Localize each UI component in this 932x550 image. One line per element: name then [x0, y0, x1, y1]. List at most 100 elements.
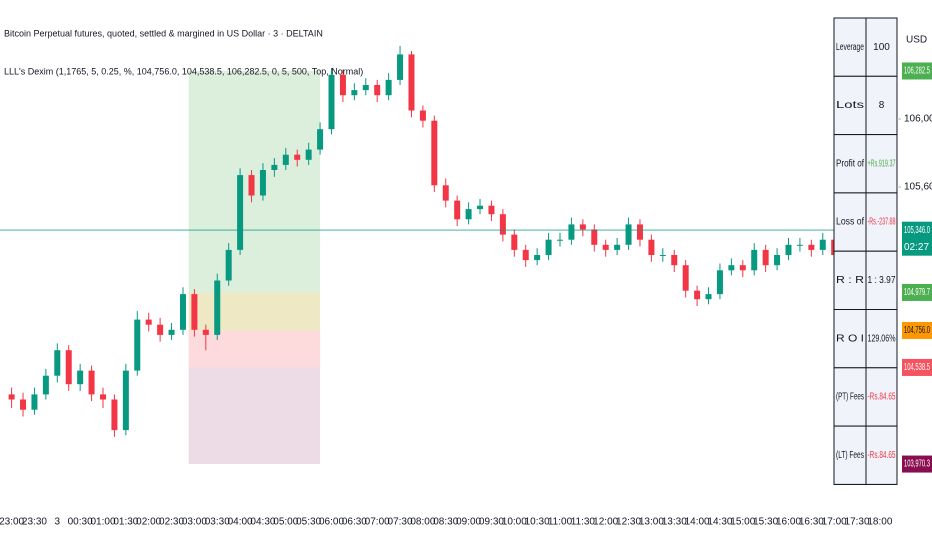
candle-body [728, 265, 735, 271]
y-tick-label: 106,000.0 [904, 114, 932, 125]
table-value: 129.06% [868, 333, 896, 344]
x-tick-label: 13:00 [639, 517, 664, 528]
x-tick-label: 08:30 [433, 517, 458, 528]
x-tick-label: 10:30 [525, 517, 550, 528]
candle-body [614, 244, 621, 250]
x-tick-label: 17:30 [845, 517, 870, 528]
table-label-cell [833, 17, 867, 77]
candle-body [785, 244, 792, 255]
table-label: (LT) Fees [836, 450, 864, 461]
x-tick-label: 09:30 [479, 517, 504, 528]
candle-body [385, 79, 392, 96]
price-label-box [902, 221, 932, 256]
candle-body [808, 244, 815, 250]
x-tick-label: 18:00 [867, 517, 892, 528]
table-value: -Rs.84.65 [868, 392, 896, 403]
chart-subtitle: LLL's Dexim (1,1765, 5, 0.25, %, 104,756… [4, 66, 363, 76]
candle-body [659, 255, 666, 256]
candle-body [282, 154, 289, 165]
candle-body [579, 224, 586, 230]
candle-body [214, 280, 221, 335]
candle-body [488, 205, 495, 215]
table-value-cell [865, 425, 898, 485]
x-tick-label: 05:00 [273, 517, 298, 528]
entry-zone [188, 292, 321, 331]
currency-label: USD [906, 35, 927, 46]
candle-body [20, 399, 27, 410]
candle-body [568, 224, 575, 240]
table-label: R : R [836, 275, 864, 286]
table-value: 1 : 3.97 [868, 275, 896, 286]
candle-body [739, 265, 746, 271]
x-tick-label: 03:00 [182, 517, 207, 528]
candle-body [54, 350, 61, 376]
x-tick-label: 01:00 [90, 517, 115, 528]
candle-body [465, 209, 472, 220]
candle-body [65, 350, 72, 385]
x-tick-label: 12:00 [593, 517, 618, 528]
table-value: 8 [879, 100, 885, 111]
candle-body [557, 239, 563, 241]
table-label: Profit of [836, 158, 864, 169]
x-tick-label: 04:30 [250, 517, 275, 528]
candle-body [100, 394, 106, 400]
loss-zone [188, 330, 321, 368]
candle-body [134, 319, 141, 371]
table-value: -Rs.-237.88 [868, 217, 896, 228]
candle-body [477, 205, 484, 210]
price-label: 104,979.7 [904, 287, 930, 298]
candle-body [408, 54, 415, 111]
candle-body [168, 329, 175, 335]
candle-body [248, 175, 255, 196]
candle-body [636, 224, 643, 240]
table-label-cell [833, 250, 867, 310]
x-tick-label: 14:30 [707, 517, 732, 528]
candle-body [351, 90, 358, 96]
x-tick-label: 17:00 [822, 517, 847, 528]
table-value-cell [865, 309, 898, 369]
price-label-box [902, 358, 932, 376]
x-tick-label: 16:30 [799, 517, 824, 528]
candle-body [625, 224, 632, 245]
candle-body [202, 329, 209, 335]
candle-body [8, 394, 15, 400]
candle-body [157, 324, 164, 335]
candle-body [88, 370, 95, 395]
candle-body [122, 370, 129, 431]
x-tick-label: 05:30 [296, 517, 321, 528]
table-label: (PT) Fees [836, 392, 864, 403]
candle-body [705, 294, 712, 300]
candle-body [602, 244, 609, 250]
candle-body [42, 375, 49, 395]
x-tick-label: 08:00 [410, 517, 435, 528]
table-value: -Rs.84.65 [868, 450, 896, 461]
x-tick-label: 10:00 [502, 517, 527, 528]
candle-body [511, 234, 518, 250]
x-tick-label: 09:00 [456, 517, 481, 528]
price-label: 104,756.0 [904, 325, 930, 336]
candle-body [796, 244, 803, 246]
candle-body [694, 290, 701, 300]
candle-body [77, 370, 84, 385]
candle-body [305, 149, 312, 160]
x-tick-label: 23:00 [0, 517, 25, 528]
candle-body [751, 249, 758, 271]
x-tick-label: 16:00 [776, 517, 801, 528]
candle-body [534, 255, 541, 261]
x-tick-label: 07:00 [365, 517, 390, 528]
x-tick-label: 12:30 [616, 517, 641, 528]
table-value-cell [865, 192, 898, 252]
candle-body [191, 294, 198, 330]
candle-body [317, 129, 324, 150]
candle-body [339, 74, 346, 96]
price-label: 106,282.5 [904, 66, 930, 77]
candle-body [591, 229, 598, 245]
price-label: 103,970.3 [904, 459, 930, 470]
x-tick-label: 13:30 [662, 517, 687, 528]
table-label: Lots [836, 100, 864, 111]
x-tick-label: 02:00 [136, 517, 161, 528]
x-tick-label: 11:00 [548, 517, 573, 528]
candle-body [442, 185, 449, 201]
